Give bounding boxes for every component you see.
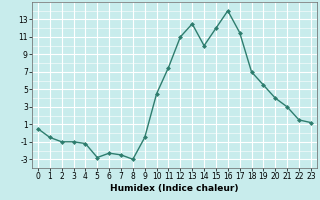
X-axis label: Humidex (Indice chaleur): Humidex (Indice chaleur) xyxy=(110,184,239,193)
